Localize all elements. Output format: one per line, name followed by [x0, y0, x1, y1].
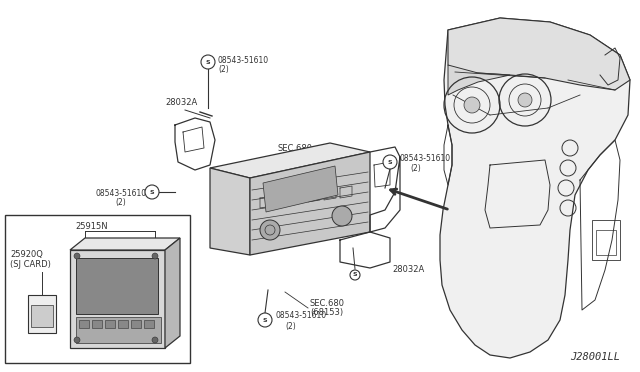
Polygon shape [210, 143, 370, 178]
Bar [28, 295, 56, 333]
Circle shape [518, 93, 532, 107]
Text: (2): (2) [115, 198, 125, 206]
Text: S: S [205, 60, 211, 64]
Text: 25920Q: 25920Q [10, 250, 43, 259]
Text: SEC.680: SEC.680 [310, 298, 345, 308]
Text: 08543-51610: 08543-51610 [95, 189, 146, 198]
Circle shape [350, 270, 360, 280]
Circle shape [145, 185, 159, 199]
Text: S: S [353, 273, 357, 278]
Text: 28032A: 28032A [392, 266, 424, 275]
Circle shape [258, 313, 272, 327]
Text: 28185: 28185 [298, 170, 326, 180]
Polygon shape [440, 18, 630, 358]
Bar [118, 320, 128, 328]
Text: (68154): (68154) [278, 154, 311, 163]
Polygon shape [165, 238, 180, 348]
Circle shape [74, 253, 80, 259]
Text: (2): (2) [410, 164, 420, 173]
Polygon shape [448, 18, 630, 90]
Text: J28001LL: J28001LL [570, 352, 620, 362]
Text: S: S [388, 160, 392, 164]
Text: S: S [150, 189, 154, 195]
Circle shape [260, 220, 280, 240]
Text: 08543-51610: 08543-51610 [275, 311, 326, 321]
Circle shape [332, 206, 352, 226]
Bar [79, 320, 89, 328]
Circle shape [152, 337, 158, 343]
Text: SEC.680: SEC.680 [278, 144, 313, 153]
Polygon shape [250, 152, 370, 255]
Text: (SJ CARD): (SJ CARD) [10, 260, 51, 269]
Polygon shape [70, 250, 165, 348]
Bar [144, 320, 154, 328]
Text: 25915N: 25915N [75, 222, 108, 231]
Circle shape [383, 155, 397, 169]
Text: 08543-51610: 08543-51610 [218, 55, 269, 64]
Bar [596, 230, 616, 255]
Text: 08543-51610: 08543-51610 [400, 154, 451, 163]
Bar [592, 220, 620, 260]
Text: S: S [262, 317, 268, 323]
Polygon shape [448, 65, 510, 95]
Circle shape [201, 55, 215, 69]
Text: (2): (2) [285, 321, 296, 330]
Text: (68153): (68153) [310, 308, 343, 317]
Polygon shape [210, 168, 250, 255]
Bar [131, 320, 141, 328]
Bar [92, 320, 102, 328]
Text: (2): (2) [218, 64, 228, 74]
Text: 28032A: 28032A [165, 97, 197, 106]
Bar [105, 320, 115, 328]
Bar [76, 258, 158, 314]
Circle shape [152, 253, 158, 259]
Bar [5, 215, 190, 363]
Bar [76, 317, 161, 343]
Polygon shape [70, 238, 180, 250]
Bar [31, 305, 53, 327]
Polygon shape [263, 166, 338, 212]
Circle shape [74, 337, 80, 343]
Circle shape [464, 97, 480, 113]
